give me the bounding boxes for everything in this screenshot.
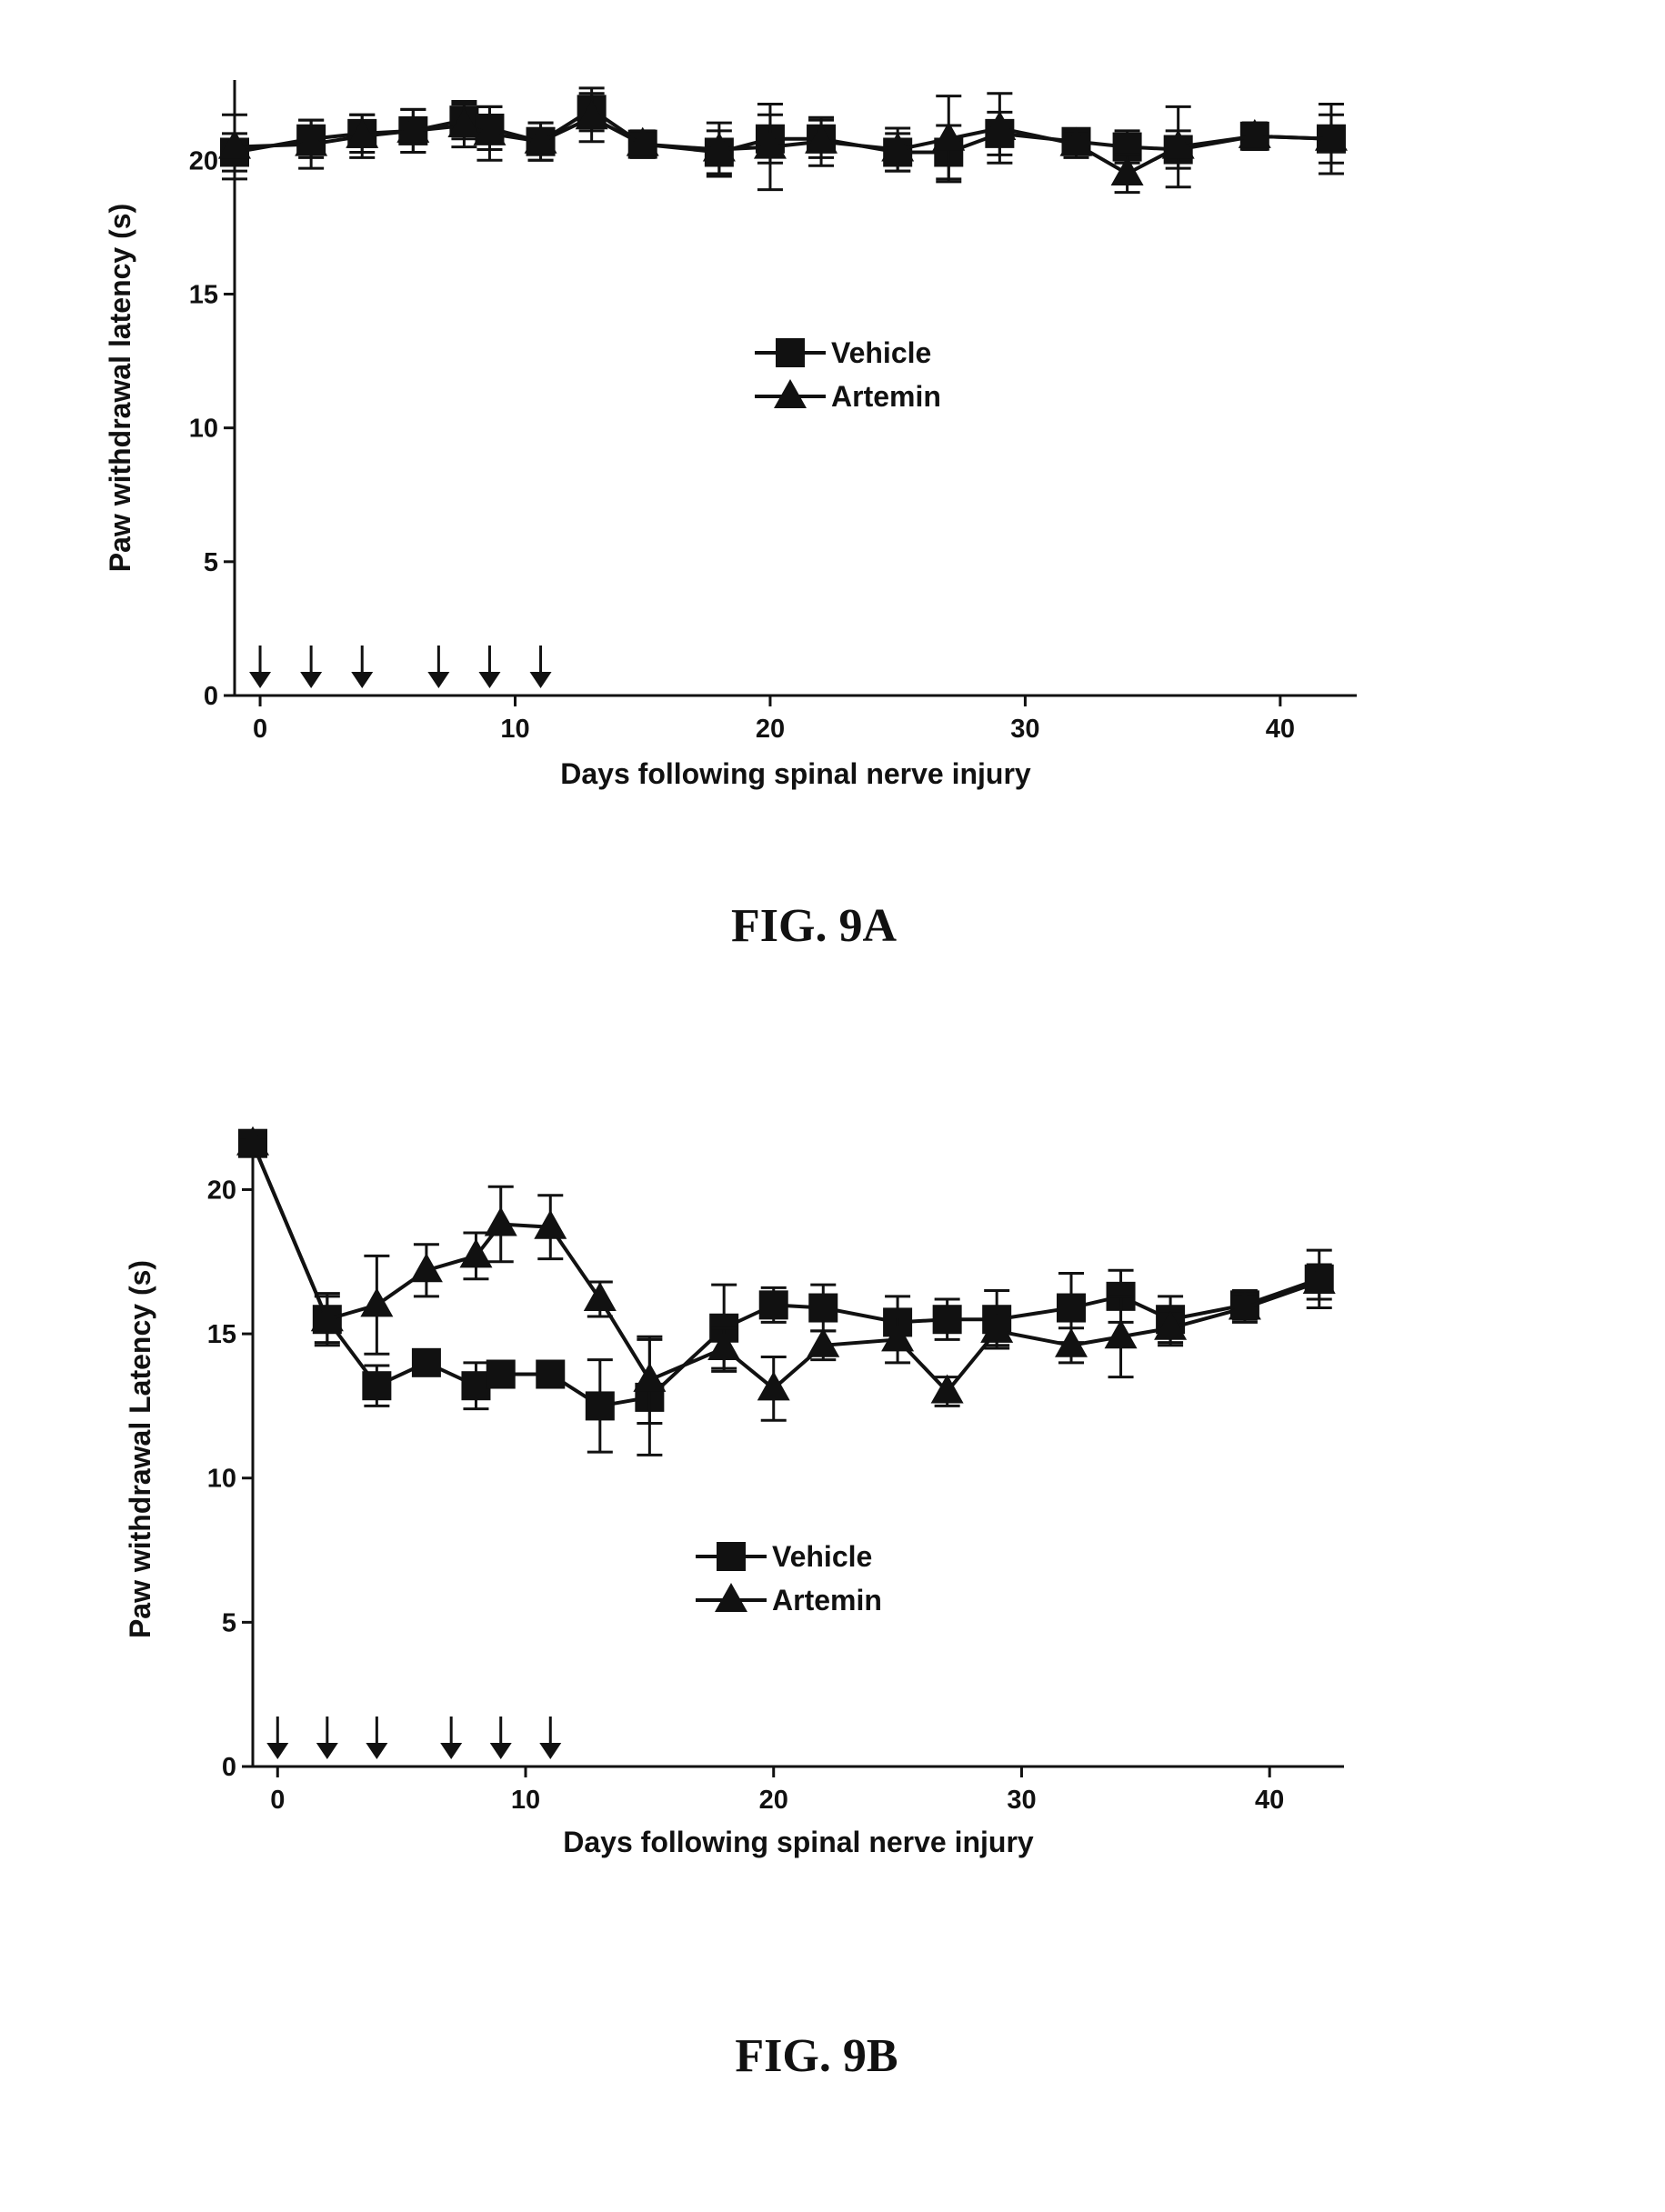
legend-label-vehicle: Vehicle (772, 1540, 872, 1573)
y-tick-label: 20 (189, 146, 218, 175)
figure-caption: FIG. 9B (735, 2030, 898, 2082)
data-point-artemin (807, 1328, 839, 1357)
dose-arrow-icon (316, 1743, 338, 1759)
data-point-artemin (534, 1210, 567, 1239)
y-tick-label: 5 (222, 1608, 236, 1637)
x-tick-label: 40 (1255, 1786, 1284, 1815)
dose-arrow-icon (478, 672, 500, 688)
dose-arrow-icon (366, 1743, 387, 1759)
chart-fig-9b: 0 5 10 15 20 0 10 20 30 40 Days following spinal n… (124, 1126, 1344, 2082)
x-tick-label: 10 (511, 1786, 540, 1815)
y-tick-label: 0 (222, 1753, 236, 1782)
legend-square-icon (717, 1542, 746, 1571)
legend-label-artemin: Artemin (831, 380, 941, 413)
data-point-vehicle (586, 1391, 615, 1420)
dose-arrow-icon (440, 1743, 462, 1759)
data-point-artemin (584, 1282, 617, 1311)
x-axis-title: Days following spinal nerve injury (563, 1826, 1034, 1858)
dose-arrow-icon (300, 672, 322, 688)
data-point-vehicle (461, 1371, 490, 1400)
dose-arrow-icon (249, 672, 271, 688)
dose-arrow-icon (266, 1743, 288, 1759)
y-axis-title: Paw withdrawal latency (s) (104, 204, 136, 572)
legend-label-artemin: Artemin (772, 1584, 882, 1616)
data-point-vehicle (759, 1290, 788, 1319)
y-tick-label: 15 (189, 280, 218, 309)
x-tick-label: 20 (756, 715, 785, 744)
x-tick-label: 40 (1266, 715, 1295, 744)
dose-arrow-icon (351, 672, 373, 688)
legend-triangle-icon (774, 379, 807, 408)
data-point-vehicle (808, 1294, 838, 1323)
data-point-vehicle (933, 1305, 962, 1334)
x-tick-label: 30 (1010, 715, 1039, 744)
data-point-artemin (485, 1207, 517, 1236)
dose-arrow-icon (539, 1743, 561, 1759)
dose-arrow-icon (427, 672, 449, 688)
y-tick-label: 0 (204, 682, 218, 711)
y-tick-label: 10 (189, 415, 218, 444)
legend-label-vehicle: Vehicle (831, 336, 931, 369)
y-axis-title: Paw withdrawal Latency (s) (124, 1260, 156, 1638)
x-tick-label: 0 (253, 715, 267, 744)
data-point-vehicle (412, 1348, 441, 1377)
data-point-vehicle (486, 1360, 516, 1389)
y-tick-label: 15 (207, 1320, 236, 1349)
figure-caption: FIG. 9A (731, 900, 897, 952)
data-point-artemin (633, 1363, 666, 1392)
legend-square-icon (776, 338, 805, 367)
x-tick-label: 20 (759, 1786, 788, 1815)
x-tick-label: 30 (1007, 1786, 1036, 1815)
legend-triangle-icon (715, 1583, 747, 1612)
dose-arrow-icon (490, 1743, 512, 1759)
y-tick-label: 10 (207, 1465, 236, 1494)
data-point-artemin (757, 1371, 790, 1400)
y-tick-label: 20 (207, 1176, 236, 1205)
data-point-vehicle (1057, 1294, 1086, 1323)
x-tick-label: 10 (500, 715, 529, 744)
dose-arrow-icon (530, 672, 552, 688)
x-axis-title: Days following spinal nerve injury (560, 757, 1031, 790)
x-tick-label: 0 (270, 1786, 285, 1815)
chart-fig-9a: 0 5 10 15 20 0 10 20 30 40 Days following spinal n… (104, 80, 1357, 952)
data-point-vehicle (362, 1371, 391, 1400)
y-tick-label: 5 (204, 548, 218, 577)
data-point-artemin (360, 1287, 393, 1316)
data-point-vehicle (536, 1360, 565, 1389)
